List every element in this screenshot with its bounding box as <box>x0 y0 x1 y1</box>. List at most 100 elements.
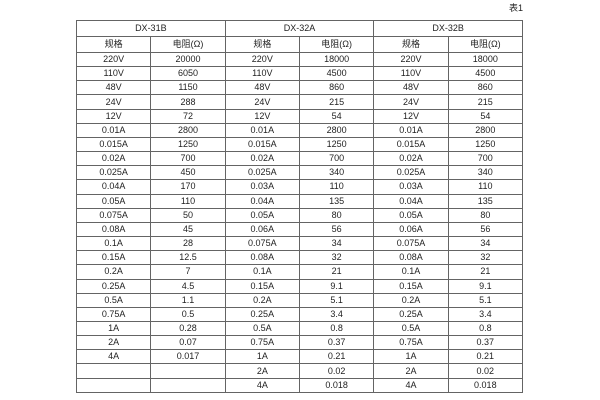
spec-cell: 1A <box>75 320 152 337</box>
spec-cell: 0.06A <box>373 221 449 238</box>
resistance-cell: 0.5 <box>150 306 226 322</box>
spec-table-head: DX-31B DX-32A DX-32B 规格 电阻(Ω) 规格 电阻(Ω) 规… <box>75 20 524 53</box>
spec-cell: 0.25A <box>75 278 152 294</box>
spec-cell: 4A <box>373 377 449 394</box>
resistance-cell: 3.4 <box>447 306 524 322</box>
table-row: 220V 20000 220V 18000 220V 18000 <box>75 51 524 68</box>
resistance-cell: 4500 <box>298 66 375 82</box>
column-header-resistance: 电阻(Ω) <box>447 36 524 53</box>
resistance-cell: 0.37 <box>298 335 375 351</box>
resistance-cell <box>150 377 226 394</box>
table-row: 0.1A 28 0.075A 34 0.075A 34 <box>75 236 524 252</box>
spec-cell: 12V <box>224 108 300 124</box>
table-row: 1A 0.28 0.5A 0.8 0.5A 0.8 <box>75 320 524 337</box>
resistance-cell: 5.1 <box>298 292 375 308</box>
table-row: 2A 0.07 0.75A 0.37 0.75A 0.37 <box>75 335 524 351</box>
resistance-cell: 34 <box>447 236 524 252</box>
spec-cell: 2A <box>224 363 300 379</box>
group-header-row: DX-31B DX-32A DX-32B <box>76 20 523 37</box>
resistance-cell: 0.37 <box>447 335 524 351</box>
resistance-cell: 45 <box>150 221 226 238</box>
resistance-cell: 110 <box>298 179 375 195</box>
resistance-cell: 340 <box>447 165 524 181</box>
resistance-cell: 0.21 <box>447 349 524 365</box>
spec-cell: 0.025A <box>224 165 300 181</box>
table-row: 0.04A 170 0.03A 110 0.03A 110 <box>75 179 524 195</box>
table-row: 4A 0.018 4A 0.018 <box>75 377 524 394</box>
spec-cell: 0.03A <box>224 179 300 195</box>
resistance-cell: 0.8 <box>298 320 375 337</box>
spec-cell: 2A <box>373 363 449 379</box>
resistance-cell: 1250 <box>298 136 375 153</box>
spec-cell: 0.75A <box>75 306 152 322</box>
spec-cell: 24V <box>373 94 449 110</box>
spec-cell: 0.25A <box>373 306 449 322</box>
resistance-cell: 50 <box>150 207 226 223</box>
resistance-cell: 1.1 <box>150 292 226 308</box>
spec-cell: 0.08A <box>75 221 152 238</box>
spec-cell: 0.015A <box>373 136 449 153</box>
resistance-cell: 9.1 <box>298 278 375 294</box>
resistance-cell: 0.02 <box>298 363 375 379</box>
spec-cell: 48V <box>224 80 300 96</box>
resistance-cell: 1250 <box>150 136 226 153</box>
resistance-cell: 0.018 <box>447 377 524 394</box>
resistance-cell: 18000 <box>298 51 375 68</box>
spec-cell: 2A <box>75 335 152 351</box>
spec-cell: 0.03A <box>373 179 449 195</box>
resistance-cell: 56 <box>298 221 375 238</box>
table-row: 0.25A 4.5 0.15A 9.1 0.15A 9.1 <box>75 278 524 294</box>
resistance-cell: 215 <box>447 94 524 110</box>
spec-cell: 0.02A <box>373 151 449 167</box>
spec-cell: 0.15A <box>75 250 152 266</box>
group-header-dx32b: DX-32B <box>373 20 523 37</box>
spec-cell: 0.25A <box>224 306 300 322</box>
table-row: 0.08A 45 0.06A 56 0.06A 56 <box>75 221 524 238</box>
resistance-cell: 34 <box>298 236 375 252</box>
spec-cell: 0.5A <box>373 320 449 337</box>
resistance-cell: 21 <box>447 264 524 280</box>
group-header-dx31b: DX-31B <box>76 20 226 37</box>
table-row: 12V 72 12V 54 12V 54 <box>75 108 524 124</box>
resistance-cell: 7 <box>150 264 226 280</box>
table-row: 4A 0.017 1A 0.21 1A 0.21 <box>75 349 524 365</box>
resistance-cell: 80 <box>298 207 375 223</box>
resistance-cell: 32 <box>447 250 524 266</box>
table-row: 24V 288 24V 215 24V 215 <box>75 94 524 110</box>
table-row: 2A 0.02 2A 0.02 <box>75 363 524 379</box>
resistance-cell: 56 <box>447 221 524 238</box>
resistance-cell: 72 <box>150 108 226 124</box>
resistance-cell: 3.4 <box>298 306 375 322</box>
table-row: 0.2A 7 0.1A 21 0.1A 21 <box>75 264 524 280</box>
spec-cell: 110V <box>224 66 300 82</box>
spec-cell: 0.01A <box>373 122 449 138</box>
resistance-cell: 32 <box>298 250 375 266</box>
column-header-resistance: 电阻(Ω) <box>150 36 226 53</box>
resistance-cell: 0.28 <box>150 320 226 337</box>
table-row: 0.05A 110 0.04A 135 0.04A 135 <box>75 193 524 209</box>
resistance-cell: 0.07 <box>150 335 226 351</box>
group-header-dx32a: DX-32A <box>224 20 375 37</box>
spec-cell: 1A <box>373 349 449 365</box>
table-row: 0.075A 50 0.05A 80 0.05A 80 <box>75 207 524 223</box>
spec-cell: 48V <box>373 80 449 96</box>
spec-cell: 0.15A <box>224 278 300 294</box>
resistance-cell: 4.5 <box>150 278 226 294</box>
table-row: 0.02A 700 0.02A 700 0.02A 700 <box>75 151 524 167</box>
spec-cell: 0.5A <box>224 320 300 337</box>
spec-cell: 0.75A <box>224 335 300 351</box>
table-row: 0.01A 2800 0.01A 2800 0.01A 2800 <box>75 122 524 138</box>
resistance-cell: 0.02 <box>447 363 524 379</box>
spec-cell: 220V <box>373 51 449 68</box>
resistance-cell: 0.8 <box>447 320 524 337</box>
spec-cell: 4A <box>224 377 300 394</box>
table-row: 0.15A 12.5 0.08A 32 0.08A 32 <box>75 250 524 266</box>
resistance-cell: 1150 <box>150 80 226 96</box>
table-row: 48V 1150 48V 860 48V 860 <box>75 80 524 96</box>
spec-cell: 0.2A <box>373 292 449 308</box>
spec-cell: 0.04A <box>373 193 449 209</box>
resistance-cell: 5.1 <box>447 292 524 308</box>
spec-cell: 0.075A <box>224 236 300 252</box>
resistance-cell: 700 <box>298 151 375 167</box>
